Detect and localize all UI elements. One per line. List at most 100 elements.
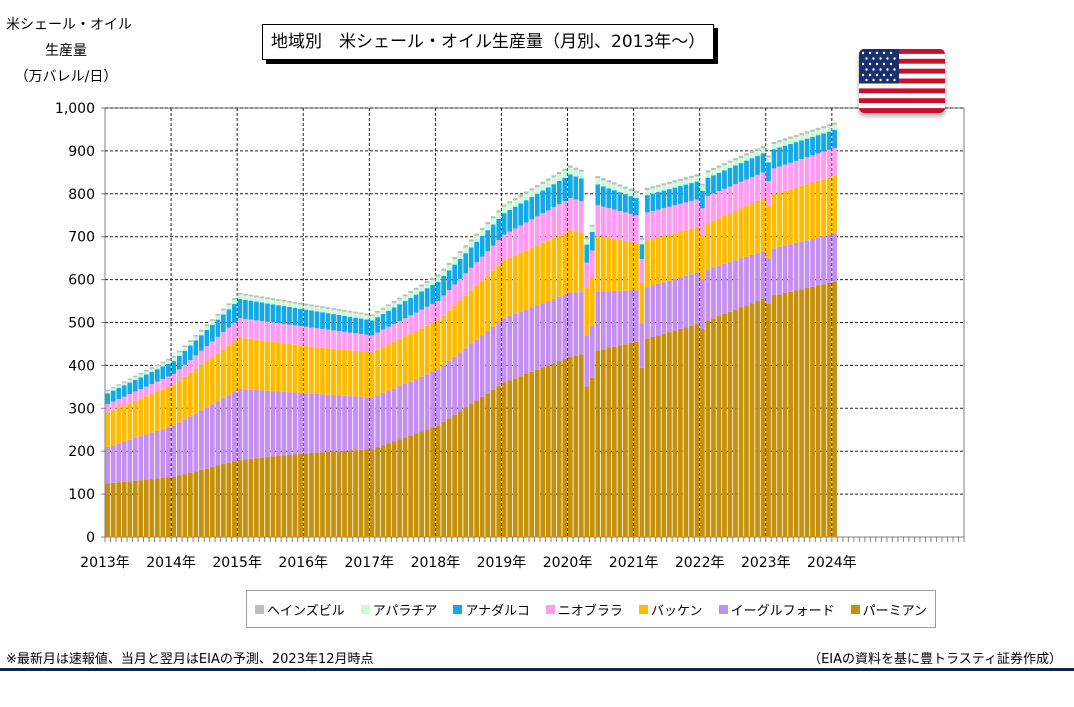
bar-segment bbox=[292, 301, 298, 304]
bar-segment bbox=[116, 482, 122, 537]
y-tick-label: 0 bbox=[86, 530, 95, 546]
bar-segment bbox=[771, 149, 777, 169]
bar-segment bbox=[711, 193, 716, 221]
bar-segment bbox=[749, 158, 755, 178]
bar-segment bbox=[755, 301, 760, 537]
bar-segment bbox=[248, 296, 254, 301]
bar-segment bbox=[182, 376, 188, 420]
bar-segment bbox=[364, 334, 369, 352]
bar-segment bbox=[154, 478, 160, 537]
bar-segment bbox=[105, 446, 111, 484]
bar-segment bbox=[402, 336, 408, 384]
bar-segment bbox=[110, 401, 116, 411]
bar-segment bbox=[210, 320, 215, 325]
bar-segment bbox=[364, 319, 369, 335]
bar-segment bbox=[771, 144, 777, 150]
bar-segment bbox=[265, 390, 270, 458]
bar-segment bbox=[138, 436, 144, 481]
bar-segment bbox=[705, 195, 711, 224]
bar-segment bbox=[826, 177, 832, 236]
bar-segment bbox=[623, 240, 628, 291]
bar-segment bbox=[463, 253, 469, 274]
bar-segment bbox=[496, 322, 502, 387]
bar-segment bbox=[578, 292, 584, 355]
bar-segment bbox=[331, 330, 336, 349]
bar-segment bbox=[259, 302, 265, 322]
bar-segment bbox=[314, 452, 320, 537]
bar-segment bbox=[512, 378, 518, 537]
bar-segment bbox=[540, 181, 546, 184]
bar-segment bbox=[397, 299, 402, 305]
bar-segment bbox=[386, 304, 391, 307]
bar-segment bbox=[127, 403, 133, 440]
legend-label: パーミアン bbox=[862, 603, 928, 619]
bar-segment bbox=[221, 310, 226, 315]
bar-segment bbox=[782, 140, 788, 146]
bar-segment bbox=[116, 385, 122, 388]
bar-segment bbox=[793, 160, 799, 188]
bar-segment bbox=[578, 354, 584, 537]
bar-segment bbox=[749, 150, 755, 154]
bar-segment bbox=[347, 312, 353, 317]
bar-segment bbox=[298, 308, 303, 327]
bar-segment bbox=[226, 327, 232, 346]
bar-segment bbox=[132, 379, 138, 392]
bar-segment bbox=[810, 182, 815, 239]
bar-segment bbox=[512, 228, 518, 256]
bar-segment bbox=[567, 292, 573, 357]
bar-segment bbox=[810, 155, 815, 183]
y-tick-label: 900 bbox=[68, 144, 95, 160]
bar-segment bbox=[485, 230, 491, 252]
bar-segment bbox=[441, 276, 446, 296]
bar-segment bbox=[342, 395, 347, 451]
bar-segment bbox=[325, 307, 331, 309]
legend-label: ヘインズビル bbox=[266, 603, 345, 619]
bar-segment bbox=[799, 289, 804, 537]
bar-segment bbox=[463, 273, 469, 296]
bar-segment bbox=[204, 324, 210, 327]
bar-segment bbox=[143, 386, 149, 397]
bar-segment bbox=[529, 190, 535, 198]
bar-segment bbox=[380, 445, 386, 537]
legend-label: バッケン bbox=[650, 603, 703, 619]
bar-segment bbox=[430, 279, 435, 285]
bar-segment bbox=[656, 186, 661, 193]
bar-segment bbox=[744, 205, 749, 257]
bar-segment bbox=[589, 377, 595, 537]
bar-segment bbox=[292, 307, 298, 326]
bar-segment bbox=[490, 326, 496, 390]
bar-segment bbox=[567, 198, 573, 231]
bar-segment bbox=[705, 172, 711, 178]
bar-segment bbox=[490, 216, 496, 219]
bar-segment bbox=[254, 295, 259, 298]
bar-segment bbox=[171, 355, 177, 358]
bar-segment bbox=[656, 283, 661, 336]
bar-segment bbox=[121, 396, 127, 406]
bar-segment bbox=[149, 383, 155, 394]
bar-segment bbox=[755, 200, 760, 254]
bar-segment bbox=[358, 312, 364, 315]
bar-segment bbox=[496, 212, 502, 219]
bar-segment bbox=[600, 291, 606, 350]
bar-segment bbox=[474, 262, 480, 286]
bar-segment bbox=[611, 291, 617, 347]
bar-segment bbox=[237, 388, 243, 460]
y-axis-label-line-2: 生産量 bbox=[45, 43, 87, 59]
bar-segment bbox=[534, 245, 540, 306]
bar-segment bbox=[656, 237, 661, 284]
bar-segment bbox=[485, 393, 491, 537]
bar-segment bbox=[567, 230, 573, 293]
bar-segment bbox=[215, 336, 221, 354]
bar-segment bbox=[777, 140, 782, 143]
bar-segment bbox=[375, 395, 380, 448]
bar-segment bbox=[364, 313, 369, 316]
bar-segment bbox=[221, 398, 226, 465]
bar-segment bbox=[672, 205, 678, 234]
bar-segment bbox=[650, 210, 656, 239]
bar-segment bbox=[738, 307, 744, 537]
bar-segment bbox=[276, 456, 281, 537]
bar-segment bbox=[391, 441, 397, 537]
bar-segment bbox=[562, 358, 568, 537]
bar-segment bbox=[121, 481, 127, 537]
bar-segment bbox=[116, 384, 122, 386]
